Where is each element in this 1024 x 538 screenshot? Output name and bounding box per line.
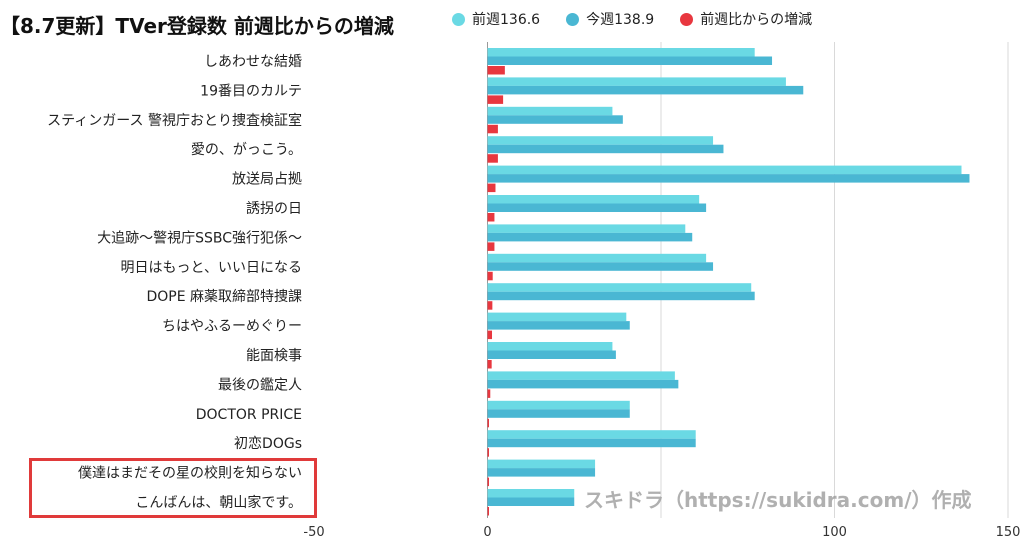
bar-change bbox=[487, 507, 489, 516]
bar-change bbox=[487, 124, 498, 134]
category-label: DOPE 麻薬取締部特捜課 bbox=[146, 288, 302, 305]
category-label: 能面検事 bbox=[246, 348, 302, 364]
category-label: 19番目のカルテ bbox=[200, 83, 302, 99]
bar-prev-week bbox=[487, 400, 630, 410]
bar-this-week bbox=[487, 203, 707, 212]
bar-prev-week bbox=[487, 48, 755, 57]
bar-prev-week bbox=[487, 459, 596, 469]
category-label: 初恋DOGs bbox=[234, 435, 302, 452]
bar-prev-week bbox=[487, 371, 675, 380]
legend: 前週136.6 今週138.9 前週比からの増減 bbox=[452, 9, 812, 29]
bar-this-week bbox=[487, 321, 630, 330]
bar-prev-week bbox=[487, 312, 627, 322]
bar-this-week bbox=[487, 262, 714, 271]
category-label: 愛の、がっこう。 bbox=[191, 142, 302, 158]
bar-prev-week bbox=[487, 165, 962, 175]
bar-prev-week bbox=[487, 195, 700, 204]
x-tick-label: -50 bbox=[303, 525, 324, 538]
x-tick-label: 100 bbox=[822, 525, 847, 538]
bar-change bbox=[487, 154, 498, 163]
bar-this-week bbox=[487, 115, 623, 124]
category-label: こんばんは、朝山家です。 bbox=[135, 494, 302, 511]
category-label: DOCTOR PRICE bbox=[196, 407, 302, 423]
bar-prev-week bbox=[487, 77, 786, 86]
x-tick-label: 0 bbox=[483, 525, 491, 538]
bar-change bbox=[487, 448, 489, 457]
bar-change bbox=[487, 418, 489, 428]
bar-change bbox=[487, 66, 505, 75]
bar-change bbox=[487, 271, 493, 281]
bar-change bbox=[487, 213, 495, 222]
bar-this-week bbox=[487, 409, 630, 418]
legend-item-this-week: 今週138.9 bbox=[566, 9, 654, 29]
bar-this-week bbox=[487, 379, 679, 389]
watermark-annotation: スキドラ（https://sukidra.com/）作成 bbox=[584, 488, 972, 512]
category-label: 誘拐の日 bbox=[246, 201, 302, 217]
bar-this-week bbox=[487, 56, 773, 65]
bar-this-week bbox=[487, 174, 970, 183]
bar-change bbox=[487, 242, 495, 251]
bar-prev-week bbox=[487, 283, 752, 292]
legend-item-change: 前週比からの増減 bbox=[680, 9, 812, 29]
category-label: ちはやふるーめぐりー bbox=[162, 319, 302, 335]
bar-this-week bbox=[487, 438, 696, 448]
bar-prev-week bbox=[487, 430, 696, 439]
category-label: スティンガース 警視庁おとり捜査検証室 bbox=[47, 112, 302, 129]
bar-change bbox=[487, 360, 492, 369]
bar-change bbox=[487, 330, 493, 340]
bar-prev-week bbox=[487, 106, 613, 116]
legend-label-change: 前週比からの増減 bbox=[700, 12, 813, 28]
category-label: 明日はもっと、いい日になる bbox=[121, 260, 302, 276]
bar-prev-week bbox=[487, 224, 686, 233]
chart-title: 【8.7更新】TVer登録数 前週比からの増減 bbox=[0, 14, 394, 38]
highlight-box bbox=[29, 458, 317, 518]
bar-this-week bbox=[487, 144, 724, 154]
bar-prev-week bbox=[487, 489, 575, 498]
legend-label-this-week: 今週138.9 bbox=[586, 12, 655, 28]
bar-this-week bbox=[487, 85, 804, 95]
legend-swatch-this-week bbox=[566, 12, 580, 26]
bar-prev-week bbox=[487, 136, 714, 145]
bar-change bbox=[487, 183, 496, 193]
bar-this-week bbox=[487, 497, 575, 506]
legend-item-prev-week: 前週136.6 bbox=[452, 9, 540, 29]
category-label: 大追跡～警視庁SSBC強行犯係～ bbox=[97, 230, 302, 246]
bar-this-week bbox=[487, 350, 616, 359]
x-tick-label: 150 bbox=[996, 525, 1021, 538]
bar-this-week bbox=[487, 232, 693, 242]
category-label: しあわせな結婚 bbox=[204, 54, 302, 70]
bar-change bbox=[487, 477, 489, 487]
legend-swatch-prev-week bbox=[452, 12, 465, 26]
legend-label-prev-week: 前週136.6 bbox=[472, 12, 541, 28]
category-label: 最後の鑑定人 bbox=[218, 376, 302, 393]
bar-prev-week bbox=[487, 342, 613, 351]
bar-this-week bbox=[487, 468, 596, 477]
bar-change bbox=[487, 95, 504, 104]
bar-change bbox=[487, 389, 491, 398]
category-label: 放送局占拠 bbox=[232, 172, 302, 188]
bar-change bbox=[487, 301, 493, 310]
bar-prev-week bbox=[487, 253, 707, 263]
legend-swatch-change bbox=[680, 12, 694, 26]
bar-this-week bbox=[487, 291, 755, 301]
category-label: 僕達はまだその星の校則を知らない bbox=[78, 465, 302, 482]
